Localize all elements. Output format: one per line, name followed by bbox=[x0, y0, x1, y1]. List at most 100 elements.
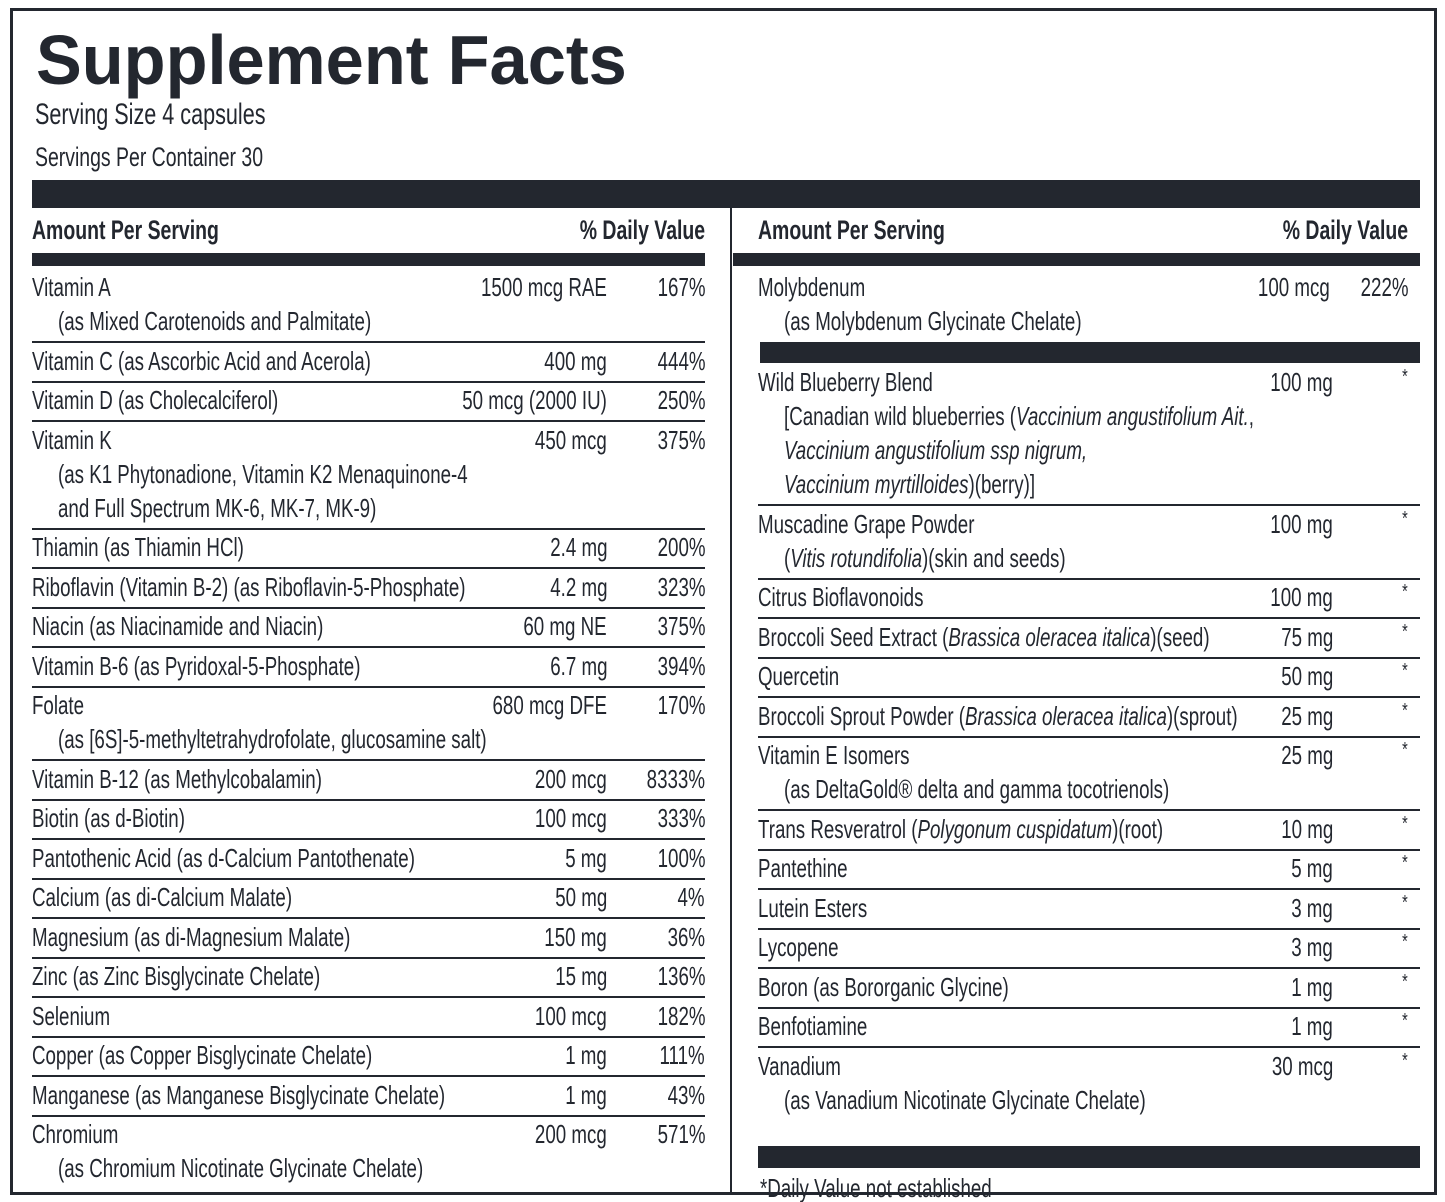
amount: 25 mg bbox=[1280, 740, 1333, 771]
nutrient-name: Lycopene bbox=[758, 932, 839, 963]
nutrient-name: Vitamin K bbox=[32, 424, 112, 455]
row-rule bbox=[758, 967, 1420, 969]
amount: 100 mcg bbox=[1258, 272, 1330, 303]
daily-value: * bbox=[1402, 1010, 1408, 1032]
daily-value: 200% bbox=[657, 532, 705, 563]
amount: 5 mg bbox=[1291, 853, 1333, 884]
daily-value: 444% bbox=[657, 345, 705, 376]
text-part: Broccoli Seed Extract ( bbox=[758, 621, 949, 652]
amount: 1 mg bbox=[1291, 971, 1333, 1002]
nutrient-name: Riboflavin (Vitamin B-2) (as Riboflavin-… bbox=[32, 571, 466, 602]
amount: 200 mcg bbox=[535, 763, 607, 794]
daily-value: 323% bbox=[657, 571, 705, 602]
nutrient-detail: (as Chromium Nicotinate Glycinate Chelat… bbox=[58, 1153, 424, 1184]
text-part: , bbox=[1248, 401, 1254, 432]
nutrient-detail: (as Vanadium Nicotinate Glycinate Chelat… bbox=[784, 1084, 1146, 1115]
text-part: )(sprout) bbox=[1166, 700, 1238, 731]
row-rule bbox=[32, 606, 705, 609]
daily-value: 36% bbox=[667, 921, 705, 952]
nutrient-name: Citrus Bioflavonoids bbox=[758, 582, 924, 613]
nutrient-name: Vitamin B-12 (as Methylcobalamin) bbox=[32, 763, 322, 794]
section-bar bbox=[760, 342, 1420, 363]
nutrient-detail: (as K1 Phytonadione, Vitamin K2 Menaquin… bbox=[58, 458, 468, 489]
row-rule bbox=[32, 1035, 705, 1038]
amount: 400 mg bbox=[544, 345, 607, 376]
daily-value: 8333% bbox=[646, 763, 705, 794]
amount: 30 mcg bbox=[1271, 1050, 1333, 1081]
italic-part: Brassica oleracea italica bbox=[948, 621, 1151, 652]
amount: 200 mcg bbox=[535, 1119, 607, 1150]
nutrient-name: Chromium bbox=[32, 1119, 119, 1150]
nutrient-name: Manganese (as Manganese Bisglycinate Che… bbox=[32, 1079, 446, 1110]
header-bar bbox=[733, 253, 1420, 266]
daily-value: 136% bbox=[657, 961, 705, 992]
amount: 100 mg bbox=[1270, 508, 1333, 539]
header-daily-value: % Daily Value bbox=[579, 214, 705, 245]
italic-part: Polygonum cuspidatum bbox=[917, 813, 1113, 844]
nutrient-detail: Vaccinium myrtilloides)(berry)] bbox=[784, 469, 1035, 500]
daily-value: * bbox=[1402, 739, 1408, 761]
nutrient-name: Vitamin C (as Ascorbic Acid and Acerola) bbox=[32, 345, 371, 376]
daily-value: * bbox=[1402, 931, 1408, 953]
daily-value: 333% bbox=[657, 803, 705, 834]
amount: 75 mg bbox=[1280, 621, 1333, 652]
daily-value: * bbox=[1402, 581, 1408, 603]
amount: 100 mg bbox=[1270, 582, 1333, 613]
row-rule bbox=[32, 798, 705, 801]
nutrient-name: Benfotiamine bbox=[758, 1011, 868, 1042]
row-rule bbox=[32, 877, 705, 880]
amount: 6.7 mg bbox=[549, 650, 607, 681]
amount: 10 mg bbox=[1280, 813, 1333, 844]
nutrient-name: Copper (as Copper Bisglycinate Chelate) bbox=[32, 1040, 373, 1071]
nutrient-name: Folate bbox=[32, 690, 85, 721]
row-rule bbox=[32, 1114, 705, 1117]
amount: 1 mg bbox=[565, 1040, 607, 1071]
daily-value: 100% bbox=[657, 842, 705, 873]
nutrient-name: Vitamin D (as Cholecalciferol) bbox=[32, 385, 279, 416]
daily-value: 250% bbox=[657, 385, 705, 416]
nutrient-name: Quercetin bbox=[758, 661, 840, 692]
daily-value: * bbox=[1402, 699, 1408, 722]
nutrient-name: Calcium (as di-Calcium Malate) bbox=[32, 882, 293, 913]
row-rule bbox=[32, 838, 705, 840]
row-rule bbox=[32, 1075, 705, 1077]
daily-value: * bbox=[1402, 970, 1408, 993]
nutrient-detail: (as [6S]-5-methyltetrahydrofolate, gluco… bbox=[58, 724, 487, 755]
row-rule bbox=[758, 927, 1420, 930]
row-rule bbox=[32, 380, 705, 383]
text-part: ( bbox=[784, 542, 791, 573]
outer-border bbox=[10, 8, 1437, 1195]
daily-value: * bbox=[1402, 812, 1408, 835]
nutrient-name: Niacin (as Niacinamide and Niacin) bbox=[32, 611, 324, 642]
daily-value: 170% bbox=[657, 690, 705, 721]
amount: 1 mg bbox=[565, 1079, 607, 1110]
nutrient-detail: and Full Spectrum MK-6, MK-7, MK-9) bbox=[58, 492, 377, 523]
daily-value: 43% bbox=[667, 1079, 705, 1110]
daily-value: * bbox=[1402, 891, 1408, 914]
daily-value: 375% bbox=[657, 611, 705, 642]
amount: 4.2 mg bbox=[549, 571, 607, 602]
daily-value: 4% bbox=[677, 882, 705, 913]
nutrient-detail: (as Mixed Carotenoids and Palmitate) bbox=[58, 306, 372, 337]
nutrient-name: Vanadium bbox=[758, 1050, 841, 1081]
amount: 100 mg bbox=[1270, 367, 1333, 398]
row-rule bbox=[758, 1006, 1420, 1009]
row-rule bbox=[32, 996, 705, 998]
nutrient-detail: Vaccinium angustifolium ssp nigrum, bbox=[784, 435, 1087, 466]
text-part: )(root) bbox=[1112, 813, 1164, 844]
nutrient-detail: (as DeltaGold® delta and gamma tocotrien… bbox=[784, 774, 1170, 805]
text-part: )(skin and seeds) bbox=[922, 542, 1066, 573]
daily-value: 222% bbox=[1360, 272, 1408, 303]
nutrient-name: Boron (as Bororganic Glycine) bbox=[758, 971, 1009, 1002]
italic-part: Brassica oleracea italica bbox=[965, 700, 1167, 731]
daily-value: * bbox=[1402, 660, 1408, 682]
amount: 5 mg bbox=[565, 842, 607, 873]
nutrient-name: Pantothenic Acid (as d-Calcium Pantothen… bbox=[32, 842, 415, 873]
italic-part: Vaccinium myrtilloides bbox=[784, 469, 969, 500]
row-rule bbox=[758, 809, 1420, 811]
row-rule bbox=[758, 735, 1420, 738]
footer-bar bbox=[758, 1145, 1420, 1168]
nutrient-name: Biotin (as d-Biotin) bbox=[32, 803, 185, 834]
nutrient-detail: [Canadian wild blueberries (Vaccinium an… bbox=[784, 401, 1254, 432]
